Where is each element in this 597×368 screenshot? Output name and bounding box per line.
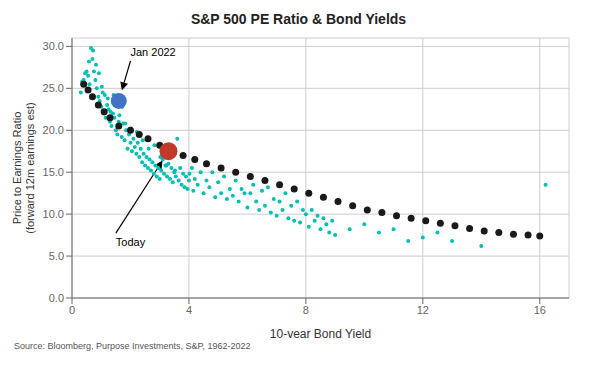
svg-text:Jan 2022: Jan 2022 xyxy=(130,46,175,58)
html-text:S&P 500 PE Ratio & Bond Yields: S&P 500 PE Ratio & Bond Yields xyxy=(190,11,407,27)
svg-text:Today: Today xyxy=(116,236,146,248)
svg-text:Price to Earnings Ratio(forwar: Price to Earnings Ratio(forward 12m earn… xyxy=(11,102,36,233)
svg-text:10.0: 10.0 xyxy=(43,208,64,220)
svg-text:25.0: 25.0 xyxy=(43,82,64,94)
svg-text:0.0: 0.0 xyxy=(49,292,64,304)
svg-text:30.0: 30.0 xyxy=(43,40,64,52)
svg-text:4: 4 xyxy=(186,304,192,316)
svg-text:12: 12 xyxy=(417,304,429,316)
svg-text:8: 8 xyxy=(303,304,309,316)
svg-text:5.0: 5.0 xyxy=(49,250,64,262)
svg-text:0: 0 xyxy=(69,304,75,316)
svg-text:15.0: 15.0 xyxy=(43,166,64,178)
svg-text:10-year Bond Yield: 10-year Bond Yield xyxy=(270,327,371,338)
svg-text:20.0: 20.0 xyxy=(43,124,64,136)
svg-text:16: 16 xyxy=(534,304,546,316)
html-text:Source: Bloomberg, Purpose Inv: Source: Bloomberg, Purpose Investments, … xyxy=(14,341,251,351)
